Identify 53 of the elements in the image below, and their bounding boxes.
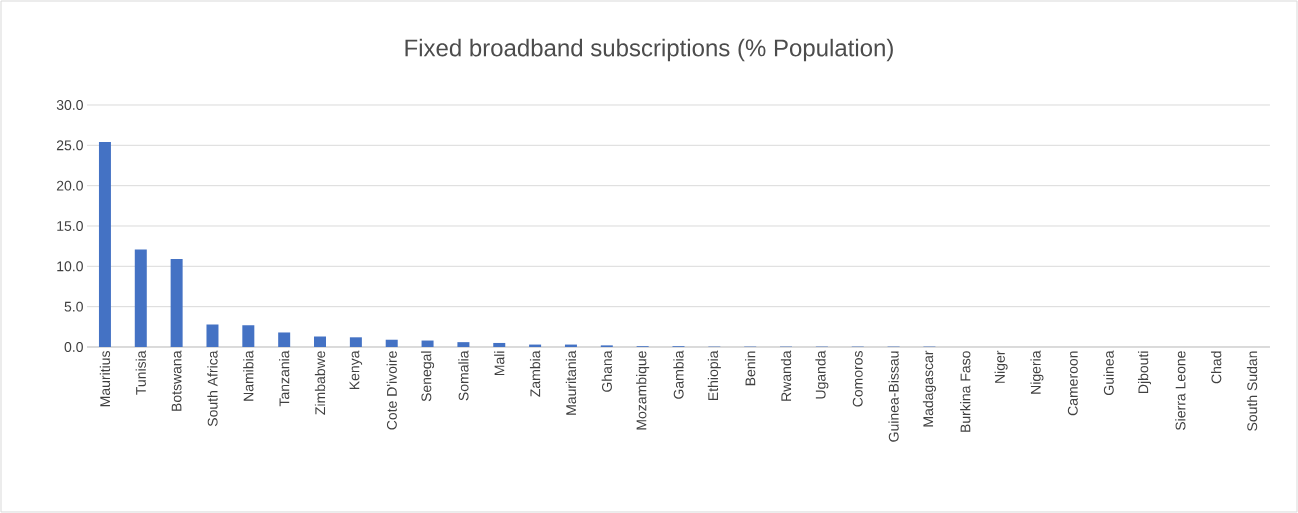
- x-tick-label: Nigeria: [1030, 350, 1044, 394]
- x-tick-label: Uganda: [815, 350, 829, 399]
- y-tick-label: 15.0: [57, 221, 83, 231]
- x-tick-label: Gambia: [673, 350, 684, 399]
- x-tick-label: Rwanda: [780, 350, 792, 401]
- x-tick-label: South Africa: [207, 350, 218, 427]
- x-tick-label: Guinea-Bissau: [888, 351, 899, 442]
- x-tick-label: Zambia: [529, 350, 541, 397]
- bar: [314, 336, 327, 347]
- bar: [98, 142, 111, 347]
- bar: [493, 342, 506, 347]
- x-tick-label: Benin: [745, 351, 756, 386]
- x-tick-label: Madagascar: [922, 350, 936, 427]
- x-tick-label: Zimbabwe: [314, 351, 326, 415]
- x-tick-label: Mauritius: [99, 351, 111, 407]
- chart-title: Fixed broadband subscriptions (% Population): [405, 38, 893, 62]
- bar: [349, 337, 362, 347]
- x-tick-label: Niger: [994, 350, 1008, 383]
- x-tick-label: Mauritania: [565, 350, 577, 415]
- x-tick-label: Chad: [1211, 351, 1222, 384]
- y-tick-label: 30.0: [56, 100, 83, 110]
- y-tick-label: 20.0: [56, 180, 83, 191]
- x-tick-label: Mozambique: [636, 351, 650, 430]
- x-tick-label: Comoros: [852, 351, 863, 407]
- bar: [421, 340, 434, 347]
- x-tick-label: Botswana: [171, 350, 182, 411]
- bar: [278, 332, 291, 347]
- x-tick-label: Ghana: [601, 350, 612, 392]
- x-tick-label: Mali: [494, 351, 505, 376]
- y-tick-label: 0.0: [64, 342, 83, 352]
- bar: [457, 342, 470, 347]
- x-tick-label: Tanzania: [279, 350, 290, 407]
- x-tick-label: Sierra Leone: [1175, 351, 1186, 431]
- y-tick-label: 5.0: [64, 301, 83, 312]
- x-tick-label: Somalia: [458, 350, 469, 401]
- x-tick-label: Senegal: [421, 351, 435, 402]
- x-tick-label: Cote D'ivoire: [386, 351, 397, 430]
- x-tick-label: South Sudan: [1246, 351, 1258, 431]
- bar: [242, 325, 255, 347]
- x-tick-label: Kenya: [349, 350, 363, 390]
- x-tick-label: Tunisia: [135, 350, 146, 395]
- x-tick-label: Cameroon: [1067, 351, 1078, 416]
- bar: [134, 249, 147, 347]
- x-tick-label: Namibia: [243, 350, 254, 401]
- x-tick-label: Djbouti: [1137, 351, 1152, 393]
- bar: [206, 324, 219, 347]
- y-tick-label: 25.0: [56, 140, 83, 151]
- x-tick-label: Ethiopia: [707, 350, 721, 400]
- y-tick-label: 10.0: [57, 261, 83, 272]
- bar: [385, 339, 398, 347]
- x-tick-label: Guinea: [1103, 350, 1114, 395]
- x-tick-label: Burkina Faso: [960, 351, 971, 432]
- bar: [170, 259, 183, 347]
